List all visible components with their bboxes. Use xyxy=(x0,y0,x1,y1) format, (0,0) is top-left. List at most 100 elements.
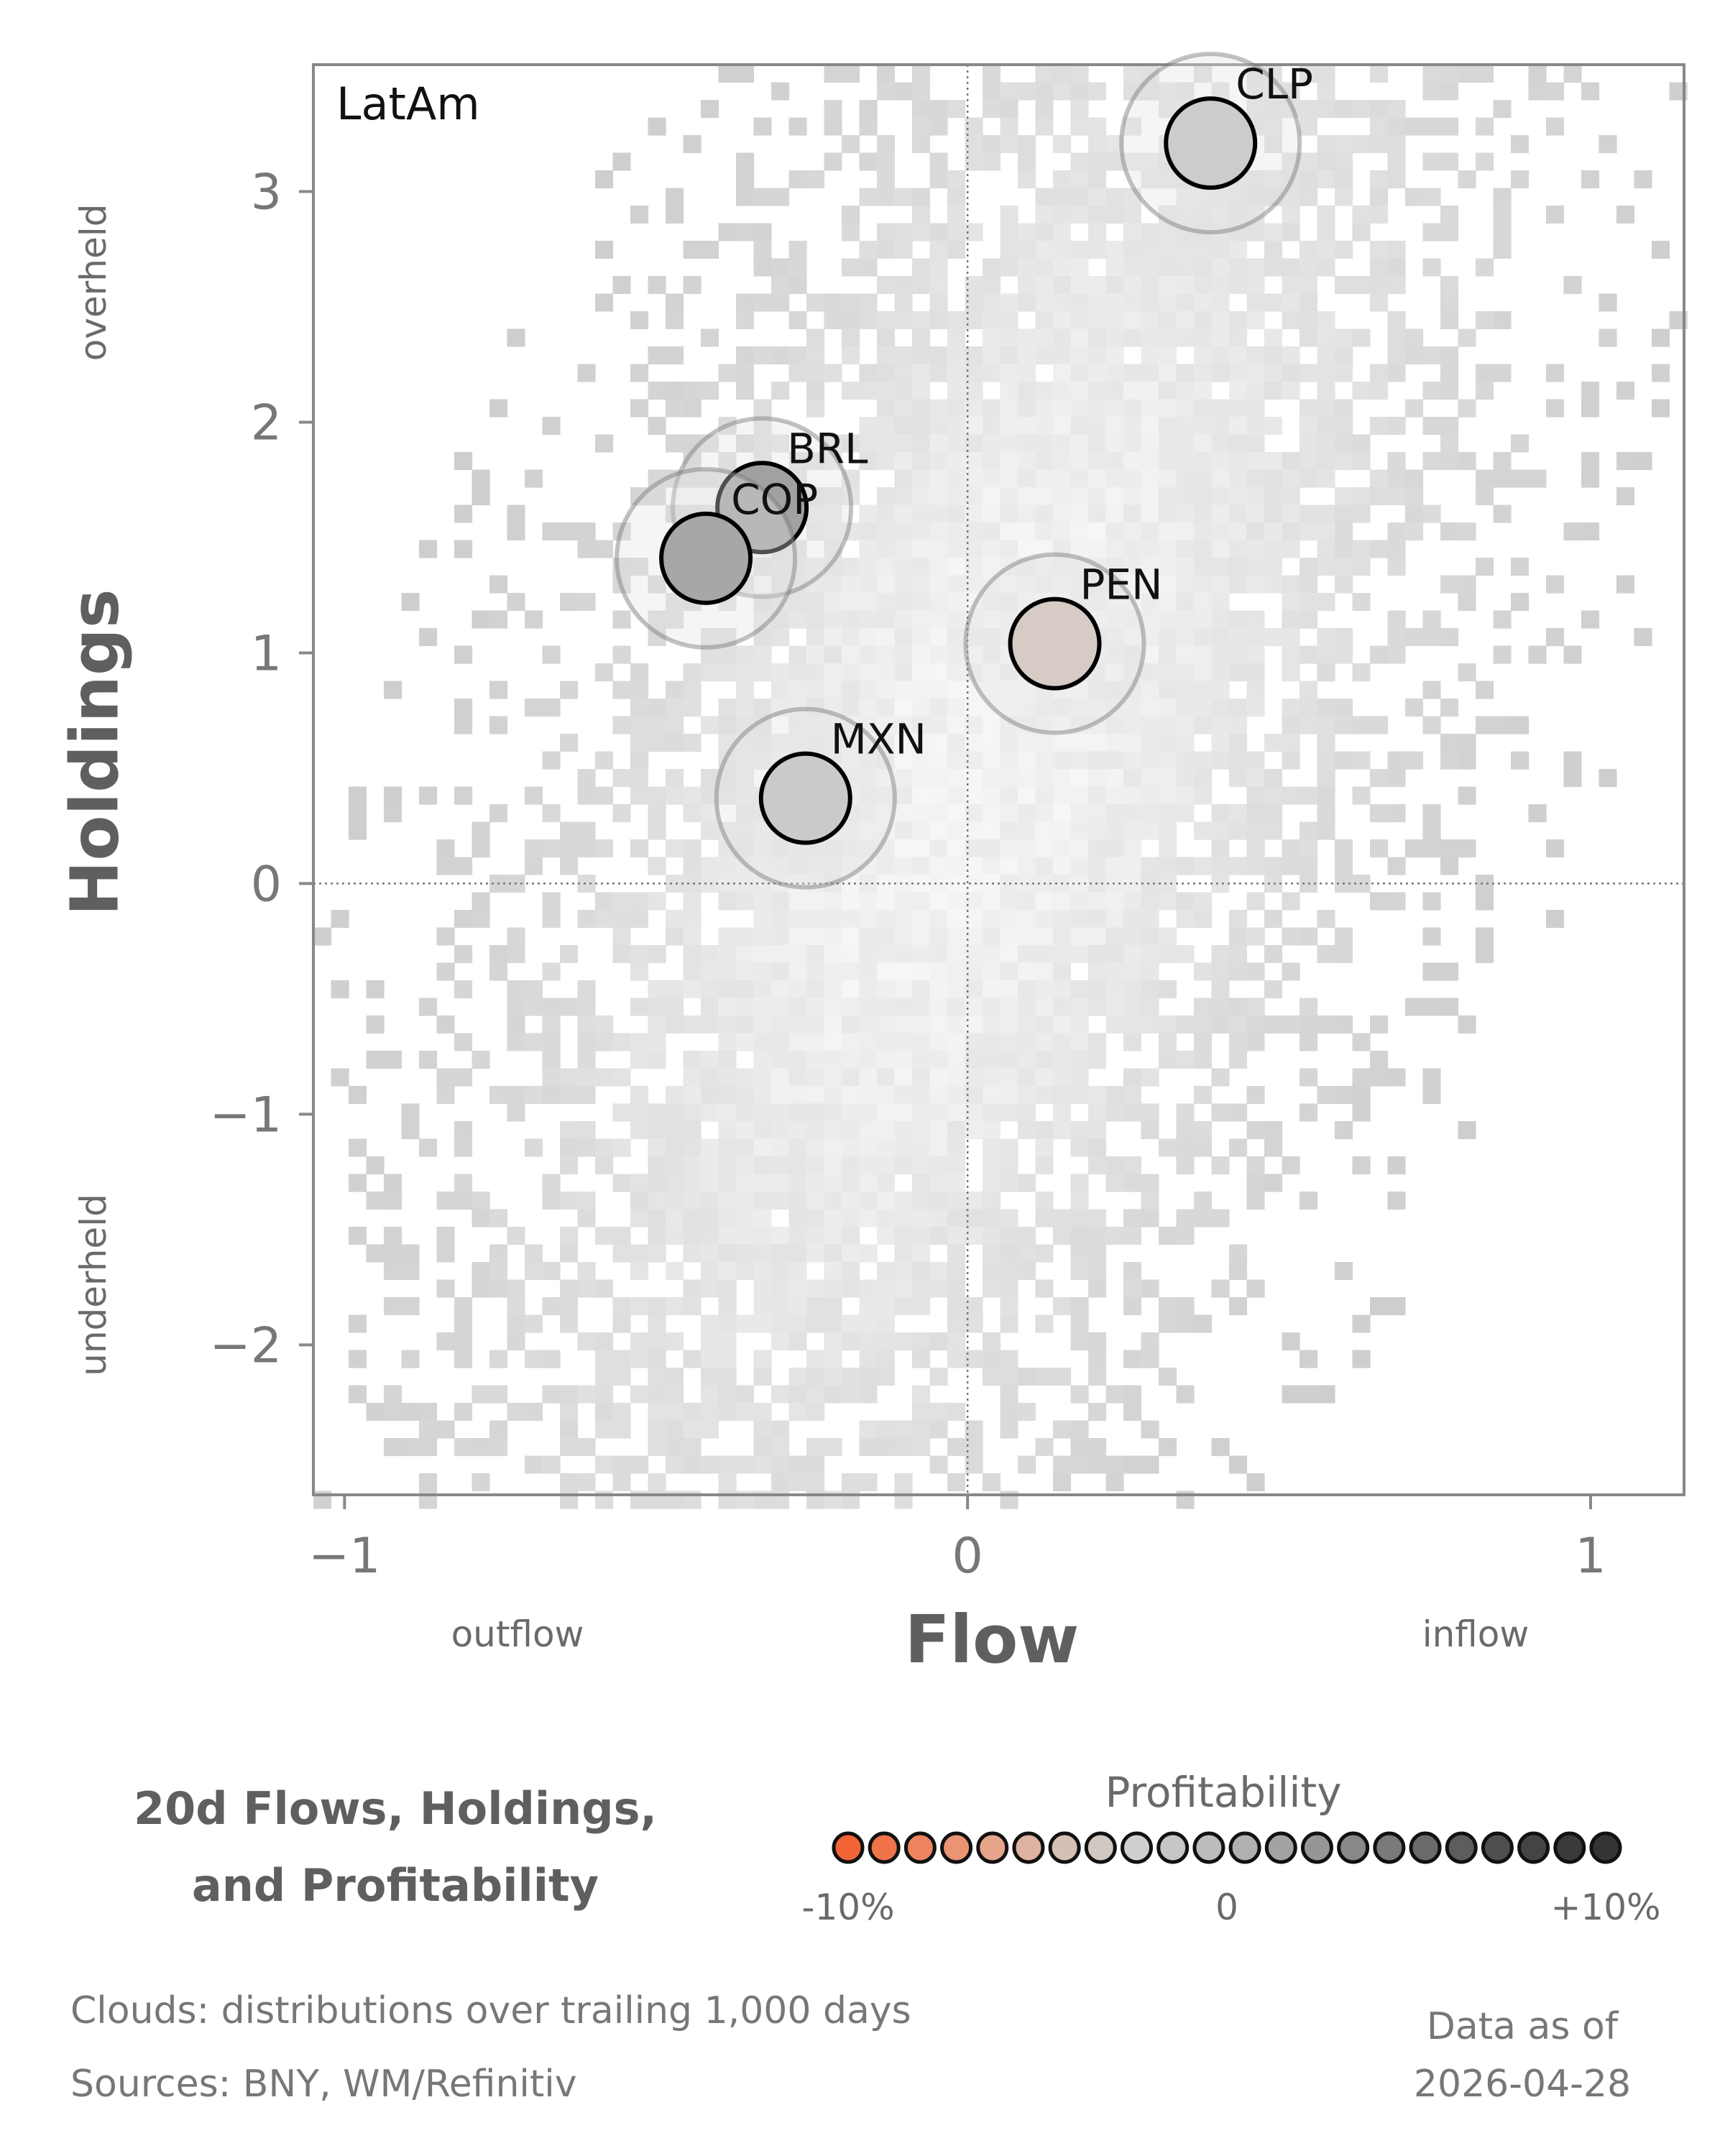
cloud-cell xyxy=(806,699,825,717)
cloud-cell xyxy=(595,839,614,858)
cloud-cell xyxy=(384,1227,402,1245)
cloud-cell xyxy=(1440,962,1459,981)
cloud-cell xyxy=(1070,1385,1089,1404)
cloud-cell xyxy=(753,610,772,629)
cloud-cell xyxy=(419,1051,438,1069)
cloud-cell xyxy=(1070,734,1089,752)
cloud-cell xyxy=(947,786,966,805)
cloud-cell xyxy=(824,610,842,629)
cloud-cell xyxy=(859,1051,878,1069)
cloud-cell xyxy=(1070,170,1089,189)
cloud-cell xyxy=(912,699,931,717)
cloud-cell xyxy=(929,170,948,189)
cloud-cell xyxy=(736,839,755,858)
cloud-cell xyxy=(1123,910,1142,929)
cloud-cell xyxy=(983,540,1001,558)
cloud-cell xyxy=(1035,382,1054,400)
cloud-cell xyxy=(1405,839,1424,858)
cloud-cell xyxy=(648,857,666,875)
cloud-cell xyxy=(1440,998,1459,1016)
cloud-cell xyxy=(1159,223,1177,241)
cloud-cell xyxy=(1070,152,1089,171)
cloud-cell xyxy=(1387,751,1406,770)
cloud-cell xyxy=(1123,892,1142,911)
cloud-cell xyxy=(1194,593,1213,612)
cloud-cell xyxy=(507,927,525,946)
cloud-cell xyxy=(1317,417,1335,436)
cloud-cell xyxy=(701,434,719,453)
cloud-cell xyxy=(912,1438,931,1457)
cloud-cell xyxy=(1053,1368,1072,1386)
cloud-cell xyxy=(1018,346,1036,365)
cloud-cell xyxy=(877,1350,896,1368)
cloud-cell xyxy=(771,610,790,629)
cloud-cell xyxy=(824,540,842,558)
cloud-cell xyxy=(1458,663,1476,682)
cloud-cell xyxy=(630,1455,649,1474)
cloud-cell xyxy=(877,998,896,1016)
cloud-cell xyxy=(1335,927,1353,946)
cloud-cell xyxy=(929,1068,948,1087)
cloud-cell xyxy=(1053,804,1072,823)
cloud-cell xyxy=(1352,276,1371,295)
cloud-cell xyxy=(1246,258,1265,277)
cloud-cell xyxy=(1493,188,1512,206)
cloud-cell xyxy=(771,258,790,277)
cloud-cell xyxy=(912,505,931,523)
cloud-cell xyxy=(718,1385,737,1404)
cloud-cell xyxy=(1264,575,1283,594)
cloud-cell xyxy=(349,1086,367,1105)
cloud-cell xyxy=(947,540,966,558)
cloud-cell xyxy=(701,469,719,488)
cloud-cell xyxy=(718,751,737,770)
cloud-cell xyxy=(1088,399,1107,418)
cloud-cell xyxy=(1053,558,1072,576)
cloud-cell xyxy=(648,1156,666,1175)
cloud-cell xyxy=(877,170,896,189)
cloud-cell xyxy=(384,681,402,699)
cloud-cell xyxy=(1211,558,1230,576)
cloud-cell xyxy=(718,1138,737,1157)
cloud-cell xyxy=(736,892,755,911)
cloud-cell xyxy=(1229,628,1248,647)
cloud-cell xyxy=(1387,804,1406,823)
cloud-cell xyxy=(788,716,807,734)
cloud-cell xyxy=(894,1209,913,1227)
cloud-cell xyxy=(1211,645,1230,664)
cloud-cell xyxy=(1159,839,1177,858)
cloud-cell xyxy=(753,1015,772,1034)
cloud-cell xyxy=(859,558,878,576)
cloud-cell xyxy=(1123,804,1142,823)
cloud-cell xyxy=(824,364,842,382)
cloud-cell xyxy=(1282,734,1300,752)
cloud-cell xyxy=(1000,135,1018,154)
cloud-cell xyxy=(753,1086,772,1105)
cloud-cell xyxy=(612,610,631,629)
cloud-cell xyxy=(842,434,860,453)
cloud-cell xyxy=(912,998,931,1016)
cloud-cell xyxy=(1246,505,1265,523)
cloud-cell xyxy=(1246,558,1265,576)
cloud-cell xyxy=(1246,821,1265,840)
cloud-cell xyxy=(771,293,790,312)
cloud-cell xyxy=(894,82,913,101)
cloud-cell xyxy=(1264,346,1283,365)
cloud-cell xyxy=(1000,962,1018,981)
cloud-cell xyxy=(1211,663,1230,682)
cloud-cell xyxy=(666,1174,684,1192)
cloud-cell xyxy=(648,1033,666,1051)
cloud-cell xyxy=(648,716,666,734)
cloud-cell xyxy=(929,910,948,929)
cloud-cell xyxy=(1387,452,1406,471)
cloud-cell xyxy=(630,910,649,929)
cloud-cell xyxy=(859,945,878,964)
cloud-cell xyxy=(683,681,702,699)
cloud-cell xyxy=(1018,152,1036,171)
cloud-cell xyxy=(701,821,719,840)
cloud-cell xyxy=(912,1385,931,1404)
cloud-cell xyxy=(788,892,807,911)
cloud-cell xyxy=(1282,522,1300,541)
cloud-cell xyxy=(630,716,649,734)
cloud-cell xyxy=(683,469,702,488)
cloud-cell xyxy=(877,417,896,436)
